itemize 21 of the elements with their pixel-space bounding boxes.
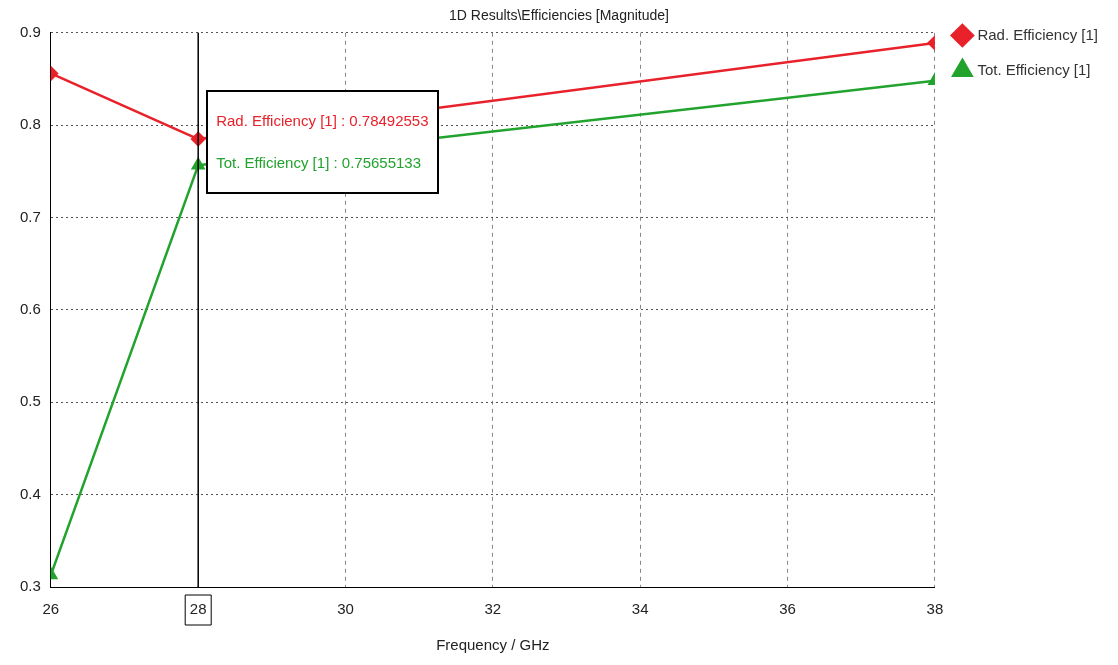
x-axis-title: Frequency / GHz: [436, 636, 550, 654]
x-tick-label: 26: [42, 600, 60, 618]
legend-label: Rad. Efficiency [1]: [977, 25, 1099, 43]
x-tick-label: 38: [926, 600, 944, 618]
y-tick-label: 0.4: [19, 484, 41, 502]
y-tick-label: 0.6: [19, 300, 41, 318]
readout-panel: Rad. Efficiency [1] : 0.78492553 Tot. Efficiency [1] : 0.75655133: [206, 90, 439, 195]
legend-label: Tot. Efficiency [1]: [977, 60, 1091, 78]
chart-title: 1D Results\Efficiencies [Magnitude]: [449, 7, 669, 24]
y-tick-label: 0.8: [19, 115, 41, 133]
x-tick-label: 32: [484, 600, 502, 618]
annotation: Rad. Efficiency [1] : 0.78492553: [216, 111, 429, 132]
x-tick-label: 34: [631, 600, 649, 618]
y-tick-label: 0.9: [19, 22, 41, 40]
y-tick-label: 0.5: [19, 392, 41, 410]
x-tick-label: 28: [189, 600, 207, 618]
x-tick-label: 30: [337, 600, 354, 618]
x-tick-label: 36: [779, 600, 796, 618]
y-tick-label: 0.7: [19, 207, 41, 225]
y-tick-label: 0.3: [19, 577, 41, 595]
annotation: Tot. Efficiency [1] : 0.75655133: [216, 153, 423, 174]
